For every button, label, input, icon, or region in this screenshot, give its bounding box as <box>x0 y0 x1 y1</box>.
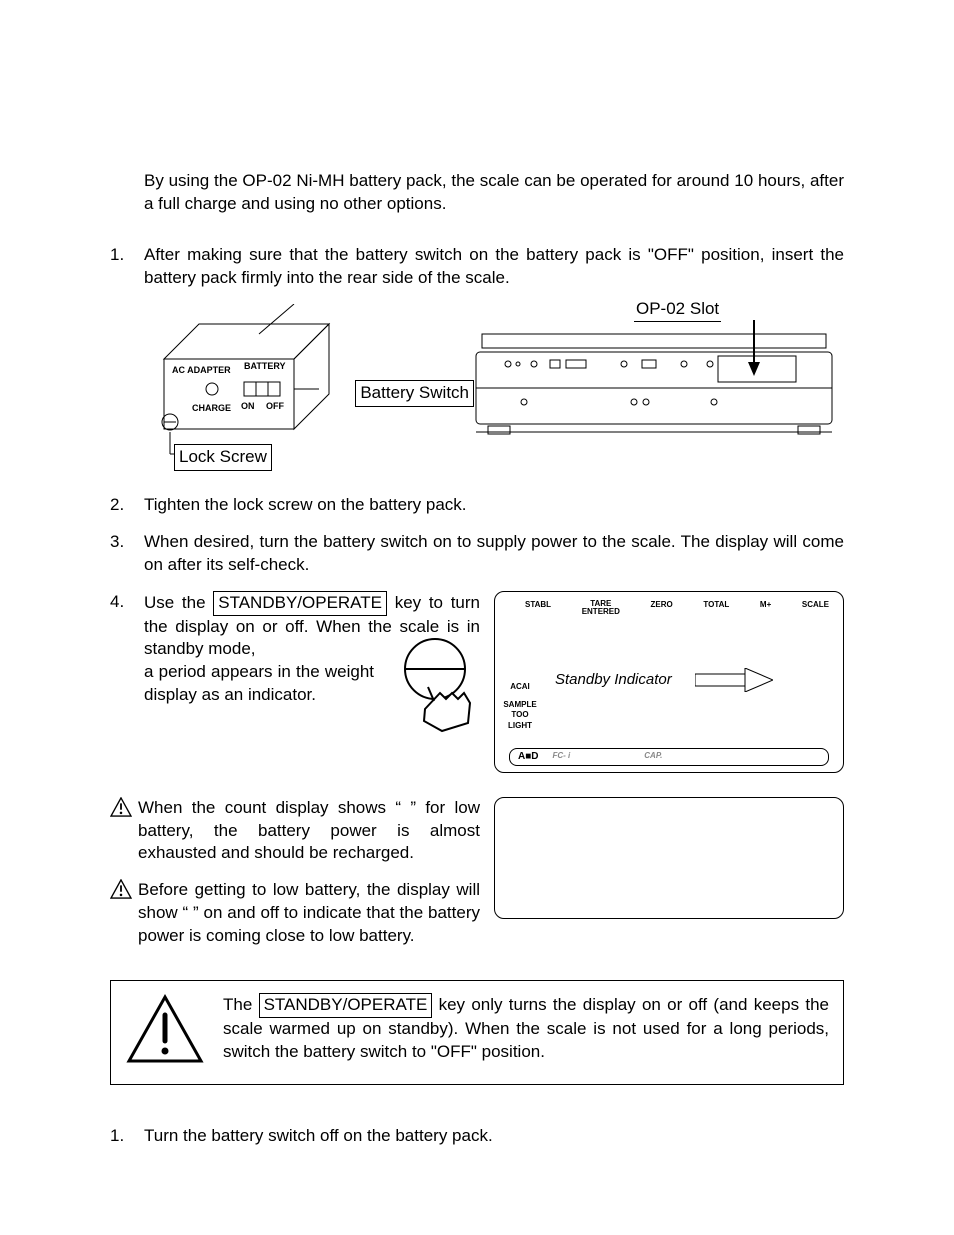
standby-indicator-label: Standby Indicator <box>555 670 672 690</box>
warning-2-text: Before getting to low battery, the displ… <box>138 879 480 948</box>
lcd-left-column: ACAI SAMPLE TOO LIGHT <box>501 682 539 732</box>
figure-battery-pack: Battery Switch Lock Screw AC ADAPTER BAT… <box>144 304 444 474</box>
label-on: ON <box>241 400 255 412</box>
lcd-stabl: STABL <box>525 600 551 616</box>
step-3-text: When desired, turn the battery switch on… <box>144 531 844 577</box>
label-op02-slot: OP-02 Slot <box>634 298 721 322</box>
note-text: The STANDBY/OPERATE key only turns the d… <box>223 993 829 1064</box>
standby-operate-key: STANDBY/OPERATE <box>259 993 433 1018</box>
removal-step-1-text: Turn the battery switch off on the batte… <box>144 1125 844 1148</box>
label-charge: CHARGE <box>192 402 231 414</box>
step-2-text: Tighten the lock screw on the battery pa… <box>144 494 844 517</box>
lcd-tare: TARE ENTERED <box>582 600 620 616</box>
lcd-model: FC- i <box>552 751 570 762</box>
standby-operate-key: STANDBY/OPERATE <box>213 591 387 616</box>
label-battery: BATTERY <box>244 360 286 372</box>
removal-step-1-number: 1. <box>110 1125 144 1148</box>
removal-step-1: 1. Turn the battery switch off on the ba… <box>110 1125 844 1148</box>
note-box: The STANDBY/OPERATE key only turns the d… <box>110 980 844 1085</box>
standby-arrow-icon <box>695 668 773 692</box>
lcd-total: TOTAL <box>703 600 729 616</box>
step-4-text-a: Use the <box>144 593 213 612</box>
intro-paragraph: By using the OP-02 Ni-MH battery pack, t… <box>110 170 844 216</box>
note-text-a: The <box>223 995 259 1014</box>
warning-icon <box>110 879 132 948</box>
low-battery-display-box <box>494 797 844 919</box>
warning-1-text: When the count display shows “ ” for low… <box>138 797 480 866</box>
warning-icon <box>110 797 132 866</box>
step-1-text: After making sure that the battery switc… <box>144 244 844 290</box>
warnings-column: When the count display shows “ ” for low… <box>110 797 480 963</box>
lcd-sample: SAMPLE <box>501 700 539 710</box>
step-2: 2. Tighten the lock screw on the battery… <box>110 494 844 517</box>
step-4-left: 4. Use the STANDBY/OPERATE key to turn t… <box>110 591 480 708</box>
press-button-icon <box>380 631 490 741</box>
warning-2: Before getting to low battery, the displ… <box>110 879 480 948</box>
lcd-bottom-strip: A■D FC- i CAP. <box>509 748 829 766</box>
step-4-number: 4. <box>110 591 144 708</box>
lcd-mplus: M+ <box>760 600 771 616</box>
lcd-panel: STABL TARE ENTERED ZERO TOTAL M+ SCALE A… <box>494 591 844 773</box>
figure-row: Battery Switch Lock Screw AC ADAPTER BAT… <box>110 304 844 474</box>
lcd-zero: ZERO <box>651 600 673 616</box>
lcd-scale: SCALE <box>802 600 829 616</box>
label-lock-screw: Lock Screw <box>174 444 272 471</box>
step-3-number: 3. <box>110 531 144 577</box>
lcd-too-light: TOO LIGHT <box>501 710 539 731</box>
label-off: OFF <box>266 400 284 412</box>
warning-1: When the count display shows “ ” for low… <box>110 797 480 866</box>
lcd-acai: ACAI <box>501 682 539 692</box>
lcd-cap: CAP. <box>644 751 662 762</box>
label-battery-switch: Battery Switch <box>355 380 474 407</box>
step-1: 1. After making sure that the battery sw… <box>110 244 844 290</box>
label-ac-adapter: AC ADAPTER <box>172 364 231 376</box>
step-2-number: 2. <box>110 494 144 517</box>
page: By using the OP-02 Ni-MH battery pack, t… <box>0 0 954 1222</box>
warnings-row: When the count display shows “ ” for low… <box>110 797 844 963</box>
step-1-number: 1. <box>110 244 144 290</box>
caution-icon <box>125 993 205 1072</box>
step-4-text-c: a period appears in the weight display a… <box>144 661 374 707</box>
figure-scale-rear: OP-02 Slot <box>474 304 834 474</box>
step-3: 3. When desired, turn the battery switch… <box>110 531 844 577</box>
lcd-top-row: STABL TARE ENTERED ZERO TOTAL M+ SCALE <box>525 600 829 616</box>
step-4-row: 4. Use the STANDBY/OPERATE key to turn t… <box>110 591 844 773</box>
lcd-brand: A■D <box>518 750 538 764</box>
